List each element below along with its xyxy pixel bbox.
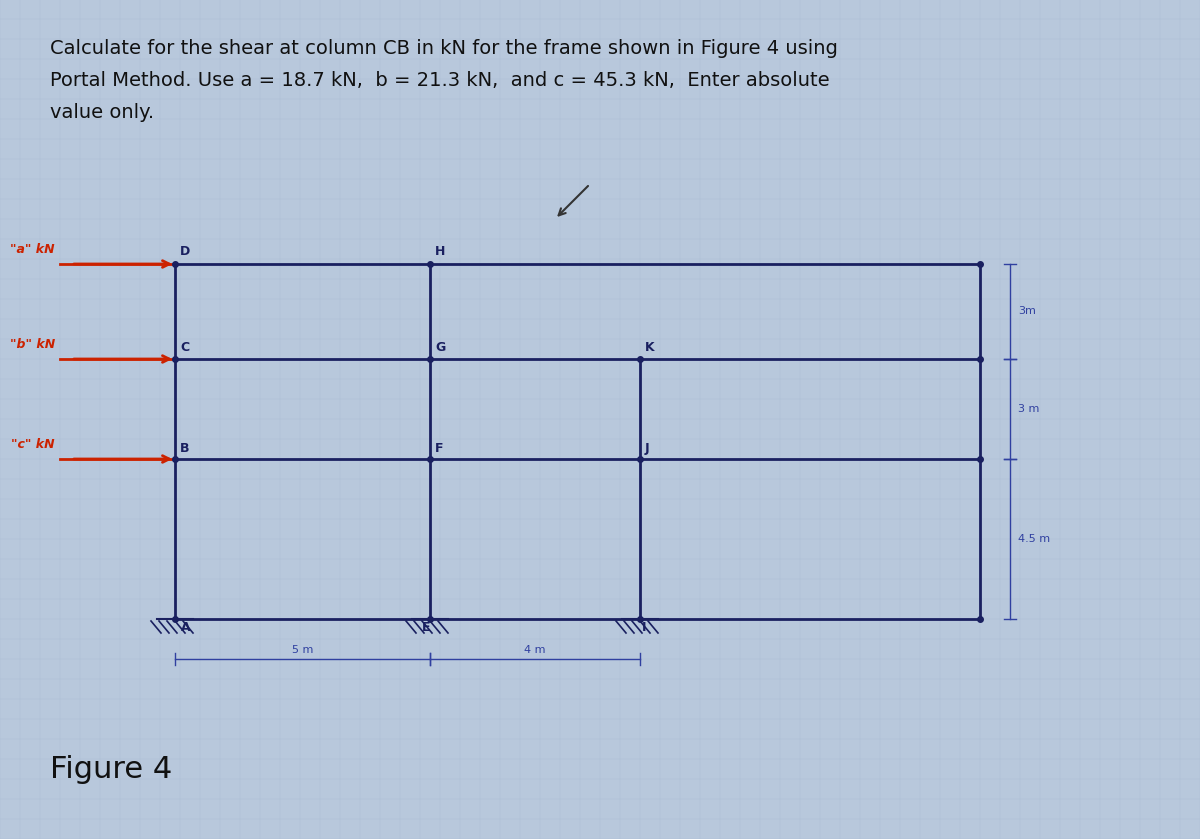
Text: 3 m: 3 m <box>1018 404 1039 414</box>
Text: "c" kN: "c" kN <box>11 438 55 451</box>
Text: H: H <box>436 245 445 258</box>
Text: K: K <box>646 341 655 354</box>
Text: 5 m: 5 m <box>292 645 313 655</box>
Text: D: D <box>180 245 191 258</box>
Text: Figure 4: Figure 4 <box>50 755 173 784</box>
Text: "b" kN: "b" kN <box>10 338 55 351</box>
Text: F: F <box>436 442 444 455</box>
Text: 4 m: 4 m <box>524 645 546 655</box>
Text: I: I <box>642 621 647 634</box>
Text: G: G <box>436 341 445 354</box>
Text: B: B <box>180 442 190 455</box>
Text: 3m: 3m <box>1018 306 1036 316</box>
Text: A: A <box>181 621 191 634</box>
Text: E: E <box>421 621 431 634</box>
Text: C: C <box>180 341 190 354</box>
Text: "a" kN: "a" kN <box>11 243 55 256</box>
Text: 4.5 m: 4.5 m <box>1018 534 1050 544</box>
Text: value only.: value only. <box>50 103 154 122</box>
Text: J: J <box>646 442 649 455</box>
Text: Portal Method. Use a = 18.7 kN,  b = 21.3 kN,  and c = 45.3 kN,  Enter absolute: Portal Method. Use a = 18.7 kN, b = 21.3… <box>50 71 829 90</box>
Text: Calculate for the shear at column CB in kN for the frame shown in Figure 4 using: Calculate for the shear at column CB in … <box>50 39 838 58</box>
